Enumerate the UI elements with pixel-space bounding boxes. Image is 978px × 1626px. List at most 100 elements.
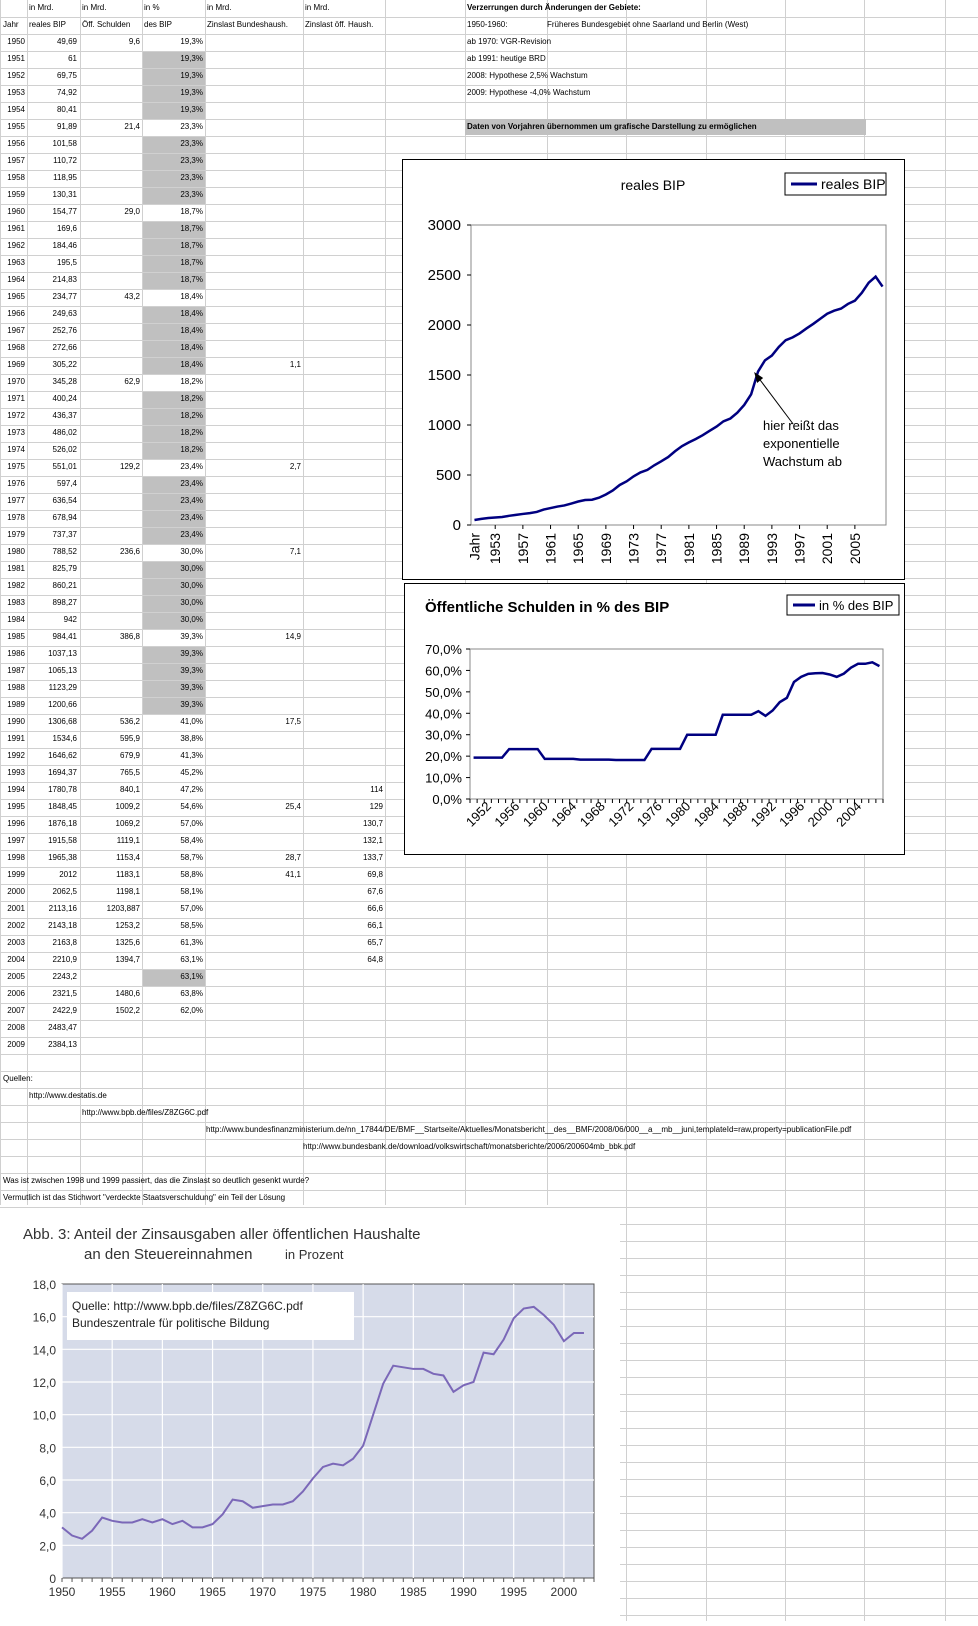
data-cell[interactable]: 58,8% bbox=[180, 870, 203, 879]
data-cell[interactable]: 41,1 bbox=[285, 870, 301, 879]
data-cell[interactable] bbox=[205, 68, 301, 84]
data-cell[interactable] bbox=[303, 595, 383, 611]
data-cell[interactable] bbox=[80, 493, 140, 509]
data-cell[interactable] bbox=[205, 697, 301, 713]
data-cell[interactable] bbox=[205, 680, 301, 696]
data-cell[interactable] bbox=[205, 340, 301, 356]
data-cell[interactable] bbox=[80, 510, 140, 526]
year-cell[interactable]: 1999 bbox=[7, 870, 25, 879]
data-cell[interactable]: 18,2% bbox=[180, 394, 203, 403]
data-cell[interactable]: 47,2% bbox=[180, 785, 203, 794]
data-cell[interactable]: 234,77 bbox=[52, 292, 77, 301]
data-cell[interactable]: 2243,2 bbox=[52, 972, 77, 981]
data-cell[interactable] bbox=[80, 102, 140, 118]
data-cell[interactable] bbox=[205, 1020, 301, 1036]
data-cell[interactable]: 62,9 bbox=[124, 377, 140, 386]
data-cell[interactable] bbox=[205, 578, 301, 594]
data-cell[interactable]: 41,0% bbox=[180, 717, 203, 726]
data-cell[interactable] bbox=[80, 476, 140, 492]
year-cell[interactable]: 1958 bbox=[7, 173, 25, 182]
data-cell[interactable]: 23,4% bbox=[180, 479, 203, 488]
data-cell[interactable]: 30,0% bbox=[180, 598, 203, 607]
year-cell[interactable]: 1972 bbox=[7, 411, 25, 420]
data-cell[interactable] bbox=[80, 153, 140, 169]
data-cell[interactable] bbox=[303, 663, 383, 679]
data-cell[interactable] bbox=[205, 595, 301, 611]
data-cell[interactable] bbox=[80, 170, 140, 186]
data-cell[interactable] bbox=[80, 969, 140, 985]
data-cell[interactable] bbox=[205, 833, 301, 849]
data-cell[interactable] bbox=[80, 425, 140, 441]
data-cell[interactable]: 154,77 bbox=[52, 207, 77, 216]
data-cell[interactable]: 184,46 bbox=[52, 241, 77, 250]
data-cell[interactable] bbox=[303, 306, 383, 322]
data-cell[interactable] bbox=[303, 629, 383, 645]
data-cell[interactable] bbox=[303, 119, 383, 135]
data-cell[interactable] bbox=[205, 153, 301, 169]
year-cell[interactable]: 1977 bbox=[7, 496, 25, 505]
data-cell[interactable]: 41,3% bbox=[180, 751, 203, 760]
data-cell[interactable] bbox=[303, 442, 383, 458]
data-cell[interactable]: 825,79 bbox=[52, 564, 77, 573]
year-cell[interactable]: 1963 bbox=[7, 258, 25, 267]
data-cell[interactable] bbox=[205, 884, 301, 900]
data-cell[interactable]: 61,3% bbox=[180, 938, 203, 947]
data-cell[interactable] bbox=[80, 238, 140, 254]
data-cell[interactable]: 9,6 bbox=[128, 37, 140, 46]
data-cell[interactable] bbox=[303, 544, 383, 560]
data-cell[interactable]: 14,9 bbox=[285, 632, 301, 641]
data-cell[interactable]: 18,2% bbox=[180, 377, 203, 386]
data-cell[interactable]: 18,4% bbox=[180, 343, 203, 352]
data-cell[interactable]: 54,6% bbox=[180, 802, 203, 811]
year-cell[interactable]: 1987 bbox=[7, 666, 25, 675]
data-cell[interactable] bbox=[303, 561, 383, 577]
year-cell[interactable]: 2009 bbox=[7, 1040, 25, 1049]
data-cell[interactable] bbox=[303, 357, 383, 373]
data-cell[interactable]: 39,3% bbox=[180, 666, 203, 675]
data-cell[interactable]: 249,63 bbox=[52, 309, 77, 318]
data-cell[interactable] bbox=[80, 612, 140, 628]
data-cell[interactable]: 765,5 bbox=[119, 768, 140, 777]
header-column-cell[interactable]: des BIP bbox=[144, 20, 173, 29]
data-cell[interactable] bbox=[205, 969, 301, 985]
data-cell[interactable]: 23,4% bbox=[180, 513, 203, 522]
year-cell[interactable]: 1964 bbox=[7, 275, 25, 284]
data-cell[interactable]: 17,5 bbox=[285, 717, 301, 726]
data-cell[interactable]: 91,89 bbox=[56, 122, 77, 131]
data-cell[interactable] bbox=[205, 34, 301, 50]
year-cell[interactable]: 1975 bbox=[7, 462, 25, 471]
data-cell[interactable]: 1065,13 bbox=[48, 666, 77, 675]
data-cell[interactable]: 63,1% bbox=[180, 972, 203, 981]
year-cell[interactable]: 1992 bbox=[7, 751, 25, 760]
data-cell[interactable] bbox=[205, 782, 301, 798]
data-cell[interactable] bbox=[80, 85, 140, 101]
data-cell[interactable]: 942 bbox=[63, 615, 77, 624]
data-cell[interactable] bbox=[205, 901, 301, 917]
data-cell[interactable]: 1,1 bbox=[289, 360, 301, 369]
data-cell[interactable] bbox=[303, 459, 383, 475]
data-cell[interactable]: 18,7% bbox=[180, 207, 203, 216]
data-cell[interactable] bbox=[205, 731, 301, 747]
data-cell[interactable] bbox=[80, 187, 140, 203]
data-cell[interactable]: 214,83 bbox=[52, 275, 77, 284]
data-cell[interactable] bbox=[303, 527, 383, 543]
data-cell[interactable]: 1780,78 bbox=[48, 785, 77, 794]
data-cell[interactable]: 64,8 bbox=[367, 955, 383, 964]
data-cell[interactable] bbox=[303, 680, 383, 696]
data-cell[interactable] bbox=[303, 255, 383, 271]
year-cell[interactable]: 1990 bbox=[7, 717, 25, 726]
data-cell[interactable] bbox=[80, 408, 140, 424]
data-cell[interactable] bbox=[205, 935, 301, 951]
data-cell[interactable]: 132,1 bbox=[362, 836, 383, 845]
data-cell[interactable] bbox=[205, 442, 301, 458]
data-cell[interactable]: 1153,4 bbox=[116, 853, 140, 862]
year-cell[interactable]: 1955 bbox=[7, 122, 25, 131]
year-cell[interactable]: 1998 bbox=[7, 853, 25, 862]
data-cell[interactable]: 1694,37 bbox=[48, 768, 77, 777]
data-cell[interactable] bbox=[303, 238, 383, 254]
data-cell[interactable] bbox=[205, 221, 301, 237]
data-cell[interactable] bbox=[303, 85, 383, 101]
data-cell[interactable]: 678,94 bbox=[52, 513, 77, 522]
data-cell[interactable]: 67,6 bbox=[367, 887, 383, 896]
data-cell[interactable]: 18,4% bbox=[180, 326, 203, 335]
